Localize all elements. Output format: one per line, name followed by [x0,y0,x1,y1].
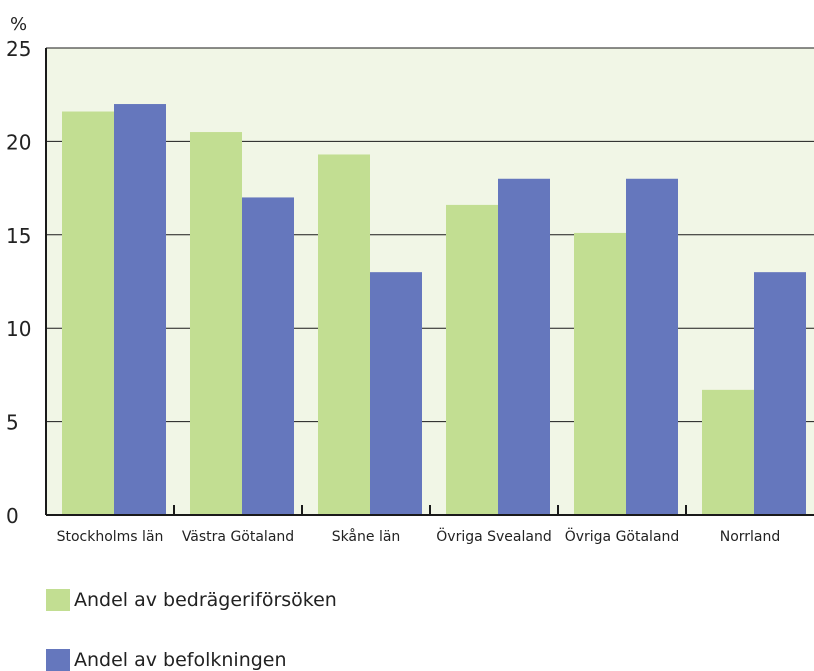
y-tick-label: 5 [6,411,19,435]
bar-attempts-0 [62,111,114,516]
legend-item-attempts: Andel av bedrägeriförsöken [46,589,337,611]
legend-swatch-population [46,649,70,671]
bar-population-0 [114,104,166,515]
bar-attempts-1 [190,132,242,515]
legend-swatch-attempts [46,589,70,611]
y-tick-label: 15 [6,224,31,248]
gridlines [46,47,814,423]
bar-population-5 [754,272,806,515]
x-tick-label: Skåne län [332,528,401,545]
bar-population-2 [370,272,422,515]
y-tick-label: 25 [6,37,31,61]
x-tick-label: Västra Götaland [182,529,294,545]
x-tick-label: Övriga Svealand [436,527,551,545]
y-tick-label: 20 [6,130,31,154]
bar-population-1 [242,197,294,515]
legend-item-population: Andel av befolkningen [46,649,287,671]
legend-label-attempts: Andel av bedrägeriförsöken [74,589,337,611]
y-tick-label: 10 [6,317,31,341]
bar-population-4 [626,178,678,515]
legend-label-population: Andel av befolkningen [74,649,287,671]
x-tick-label: Övriga Götaland [565,527,680,545]
plot-area [46,48,814,515]
y-axis-unit-label: % [10,14,27,35]
bar-attempts-5 [702,389,754,515]
x-tick-label: Norrland [720,529,781,545]
axes [45,48,814,516]
y-tick-label: 0 [6,504,19,528]
bar-attempts-3 [446,204,498,516]
bar-attempts-4 [574,232,626,515]
x-tick-label: Stockholms län [57,529,164,545]
tick-labels: 0 5 10 15 20 25 Stockholms län Västra Götaland S… [6,37,780,545]
bars [62,104,806,516]
bar-attempts-2 [318,154,370,515]
bar-population-3 [498,178,550,515]
